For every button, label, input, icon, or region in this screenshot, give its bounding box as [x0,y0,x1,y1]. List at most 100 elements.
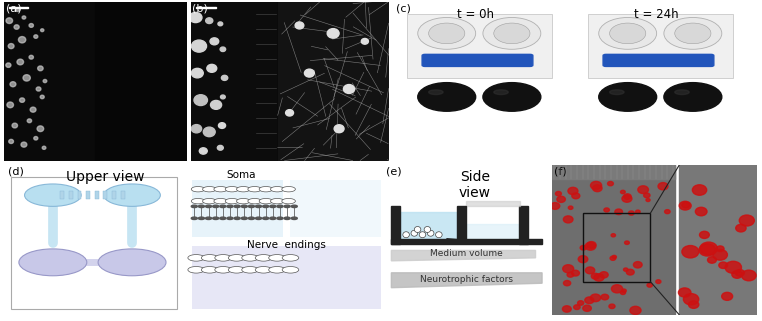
Circle shape [226,187,239,192]
Circle shape [219,205,226,208]
Circle shape [593,185,602,192]
Circle shape [682,202,690,208]
Text: (a): (a) [5,3,21,13]
Circle shape [248,217,255,220]
Circle shape [658,183,668,190]
Circle shape [191,187,205,192]
Circle shape [620,291,626,294]
Polygon shape [392,273,542,288]
Circle shape [263,217,269,220]
Bar [95,191,98,199]
Circle shape [591,181,602,189]
Circle shape [207,65,216,72]
Circle shape [282,266,299,273]
Circle shape [236,187,250,192]
Circle shape [213,217,219,220]
Circle shape [27,119,31,123]
Bar [519,206,528,244]
Bar [457,206,466,239]
Circle shape [271,187,284,192]
Circle shape [34,136,38,140]
Ellipse shape [428,23,465,44]
Ellipse shape [610,90,624,95]
Circle shape [607,181,613,186]
Circle shape [19,249,87,276]
Circle shape [696,207,707,216]
Bar [120,191,124,199]
Circle shape [191,205,197,208]
Ellipse shape [664,82,722,111]
Circle shape [29,55,34,59]
Circle shape [689,301,699,308]
Circle shape [361,39,368,44]
Circle shape [574,305,580,309]
Bar [9,7,27,8]
Circle shape [585,242,596,250]
Circle shape [270,217,276,220]
Circle shape [699,244,716,256]
Circle shape [725,261,741,273]
Circle shape [419,232,426,238]
Circle shape [259,187,273,192]
Ellipse shape [483,82,541,111]
Ellipse shape [610,23,645,44]
Circle shape [24,184,81,206]
Circle shape [201,266,218,273]
Circle shape [40,29,44,32]
Bar [69,191,73,199]
Circle shape [203,198,216,204]
Circle shape [242,217,248,220]
Circle shape [270,205,276,208]
Circle shape [218,22,223,26]
Circle shape [282,255,299,261]
Ellipse shape [418,82,475,111]
Circle shape [22,16,26,19]
Circle shape [255,255,272,261]
Circle shape [656,280,661,283]
Circle shape [712,249,728,260]
Circle shape [37,66,43,71]
Circle shape [567,272,574,277]
Circle shape [291,205,297,208]
Circle shape [206,205,212,208]
Circle shape [638,186,648,194]
Circle shape [201,255,218,261]
Circle shape [15,8,20,12]
Polygon shape [392,250,536,261]
Ellipse shape [675,90,690,95]
Circle shape [563,216,573,223]
Circle shape [214,198,228,204]
Circle shape [20,98,24,102]
FancyBboxPatch shape [603,54,714,66]
Circle shape [219,217,226,220]
Bar [679,165,757,315]
Text: (f): (f) [555,167,567,177]
Circle shape [572,193,580,199]
Circle shape [191,40,207,52]
Text: t = 24h: t = 24h [634,8,679,21]
Circle shape [30,107,36,112]
Circle shape [626,269,634,275]
Circle shape [248,198,261,204]
Circle shape [693,185,706,195]
Circle shape [18,37,26,43]
Circle shape [604,208,610,212]
Circle shape [17,59,24,65]
Text: (c): (c) [396,3,411,13]
Text: (d): (d) [8,167,24,177]
Bar [78,191,82,199]
Circle shape [568,206,573,209]
Circle shape [220,95,226,99]
Circle shape [622,289,626,292]
Circle shape [578,301,584,305]
Text: (e): (e) [386,167,402,177]
Bar [192,180,283,237]
Circle shape [6,18,13,23]
Circle shape [664,210,670,214]
Circle shape [188,255,204,261]
Circle shape [259,198,273,204]
Bar [583,213,651,282]
Circle shape [269,255,285,261]
Circle shape [424,227,431,232]
Circle shape [220,47,226,51]
